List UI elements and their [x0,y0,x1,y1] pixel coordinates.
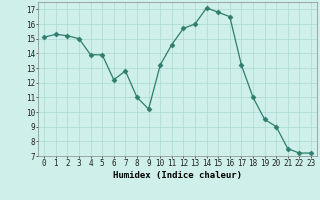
X-axis label: Humidex (Indice chaleur): Humidex (Indice chaleur) [113,171,242,180]
